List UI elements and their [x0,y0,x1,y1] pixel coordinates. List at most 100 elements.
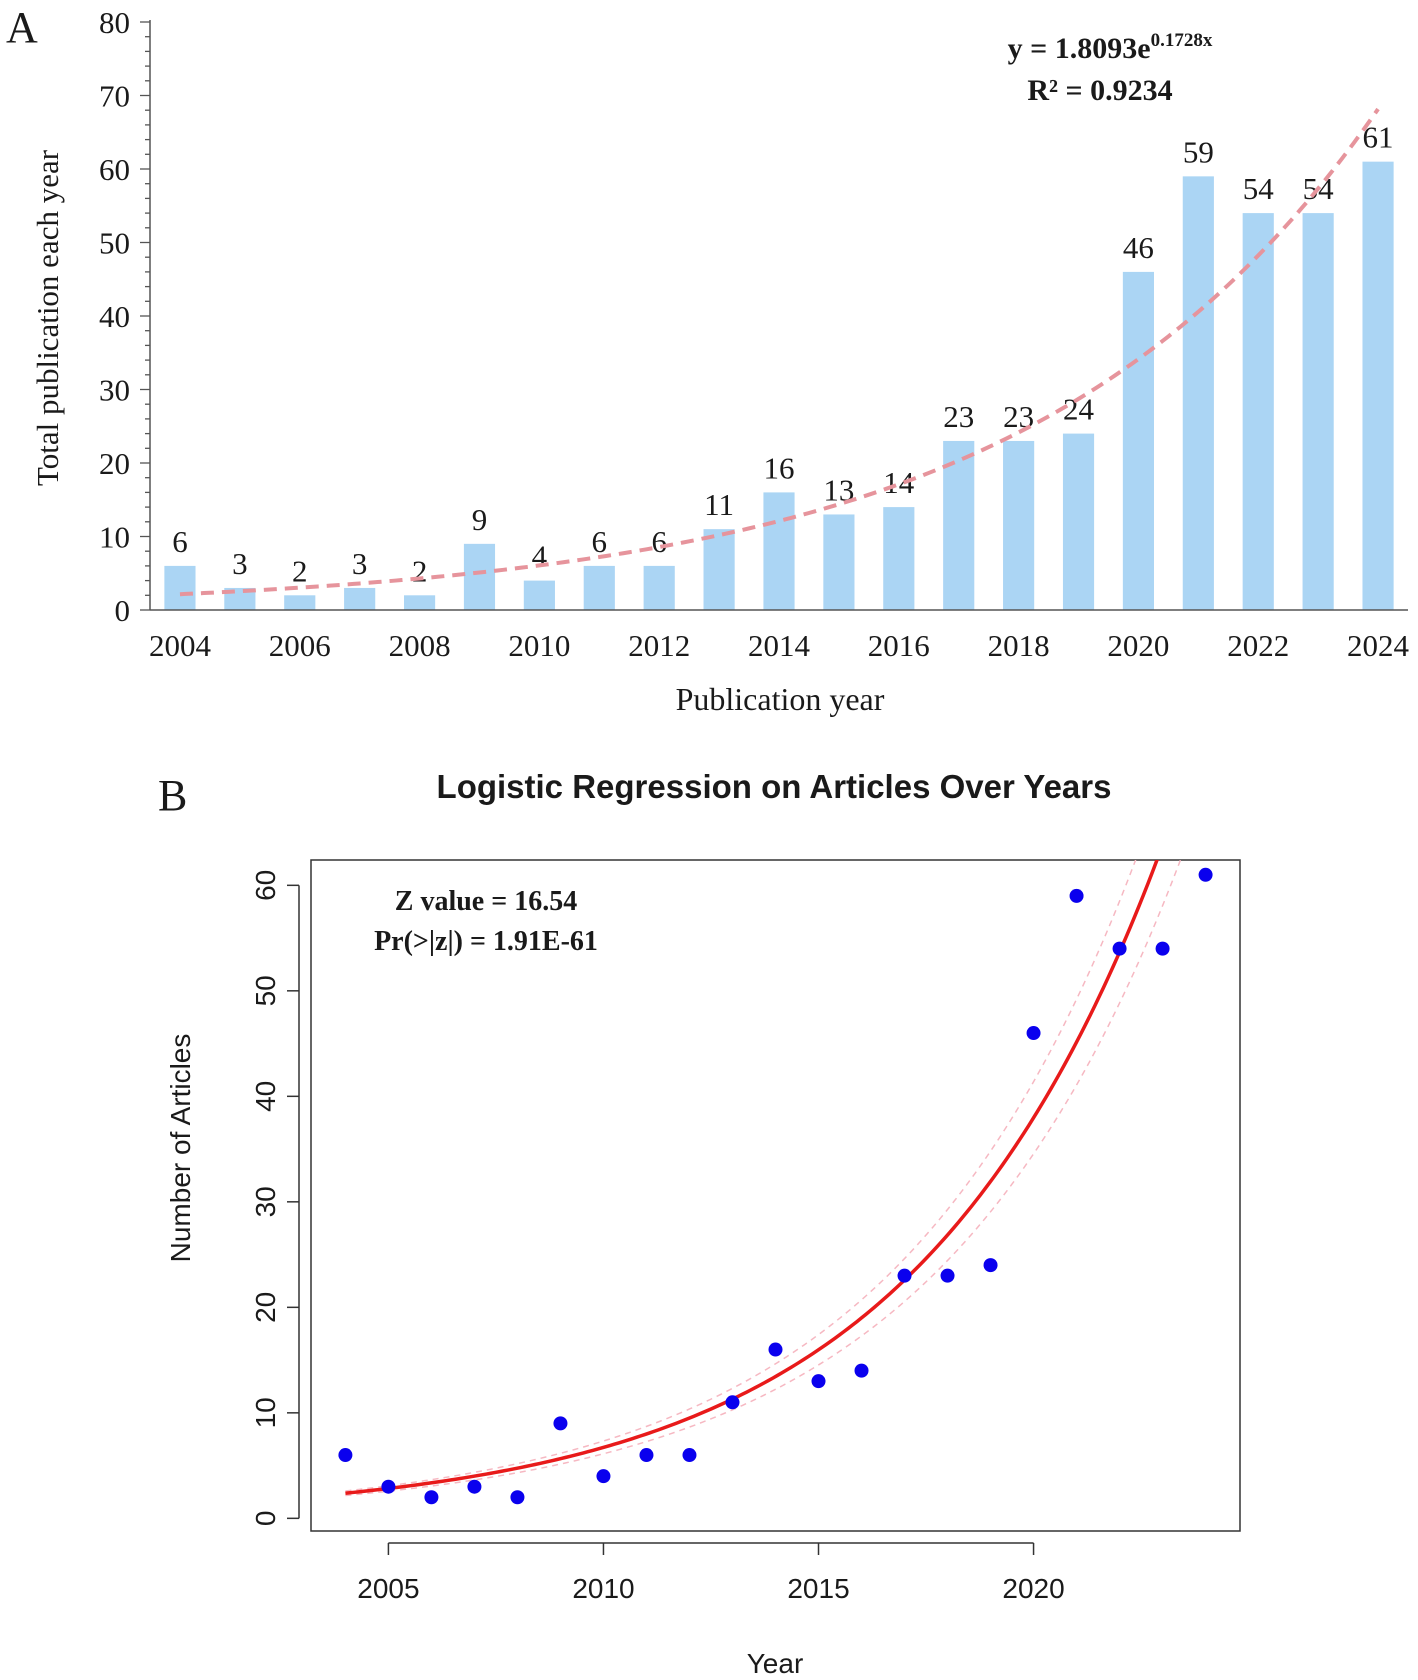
panel-b-y-axis-label: Number of Articles [165,1034,196,1263]
data-point-2017 [897,1268,912,1283]
bar-2020 [1122,271,1155,610]
panel-a-r-squared: R² = 0.9234 [1027,74,1172,107]
bar-2006 [284,595,316,610]
y-tick-label-0: 0 [115,593,131,628]
panel-b-label: B [158,771,187,820]
panel-b-title: Logistic Regression on Articles Over Yea… [437,768,1112,805]
data-label-2017: 23 [943,399,974,434]
bar-2023 [1302,213,1334,610]
y-tick-label-10: 10 [250,1397,281,1428]
p-value-annotation: Pr(>|z|) = 1.91E-61 [374,926,598,957]
bar-2011 [583,565,615,610]
data-label-2009: 9 [472,502,488,537]
y-tick-label-80: 80 [99,5,130,40]
y-tick-label-20: 20 [99,446,130,481]
data-point-2006 [424,1490,439,1505]
trend-equation-base: y = 1.8093e [1008,32,1151,65]
data-point-2013 [725,1395,740,1410]
bar-2014 [763,492,795,610]
panel-a-bar-chart: A Total publication each year Publicatio… [6,3,1410,717]
data-label-2013: 11 [704,487,734,522]
exponential-trendline [179,107,1380,597]
data-point-2009 [553,1416,568,1431]
bar-2021 [1182,176,1214,610]
data-label-2006: 2 [292,553,308,588]
panel-b-axes: 2005 2010 2015 2020 0 10 20 30 40 50 60 [250,870,1065,1604]
y-tick-label-60: 60 [250,870,281,901]
data-label-2022: 54 [1243,171,1275,206]
y-tick-label-10: 10 [99,520,130,555]
y-tick-label-50: 50 [250,975,281,1006]
data-label-2016: 14 [883,465,915,500]
data-point-2014 [768,1342,783,1357]
x-tick-label-2022: 2022 [1227,628,1289,663]
data-point-2021 [1069,888,1084,903]
x-tick-label-2010: 2010 [572,1573,634,1604]
data-label-2012: 6 [651,524,667,559]
data-label-2014: 16 [764,450,795,485]
data-point-2005 [381,1479,396,1494]
x-tick-label-2020: 2020 [1002,1573,1064,1604]
y-tick-label-30: 30 [99,373,130,408]
y-tick-label-60: 60 [99,152,130,187]
bar-2007 [344,587,376,610]
y-tick-label-20: 20 [250,1292,281,1323]
plot-frame [310,859,1241,1532]
bar-2022 [1242,213,1274,610]
data-label-2020: 46 [1123,230,1154,265]
trend-equation-exponent: 0.1728x [1151,30,1213,51]
panel-a-axes: 0 10 20 30 40 50 60 70 80 2004 2006 2008 2010 2012 201… [99,5,1410,663]
data-point-2022 [1112,941,1127,956]
confidence-upper-curve [345,860,1137,1492]
data-point-2024 [1198,867,1213,882]
data-point-2015 [811,1374,826,1389]
data-label-2011: 6 [592,524,608,559]
data-point-2012 [682,1448,697,1463]
bar-2017 [943,440,975,610]
x-tick-label-2004: 2004 [149,628,212,663]
y-tick-label-30: 30 [250,1186,281,1217]
bar-2009 [463,543,496,610]
data-point-2019 [983,1258,998,1273]
data-label-2008: 2 [412,553,428,588]
bar-2013 [703,529,735,610]
y-tick-label-0: 0 [250,1511,281,1527]
panel-a-trend-equation: y = 1.8093e0.1728x [1008,30,1213,65]
bar-2015 [823,514,855,610]
panel-b-scatter-chart: B Logistic Regression on Articles Over Y… [158,768,1241,1679]
z-value-annotation: Z value = 16.54 [395,886,577,917]
data-point-2007 [467,1479,482,1494]
bar-2016 [883,507,915,610]
confidence-lower-curve [345,860,1182,1497]
data-point-2011 [639,1448,654,1463]
data-point-2023 [1155,941,1170,956]
data-label-2021: 59 [1183,134,1214,169]
bar-2019 [1062,433,1095,610]
panel-a-y-axis-label: Total publication each year [30,149,65,486]
bar-series [164,161,1394,610]
y-tick-label-40: 40 [250,1081,281,1112]
data-label-2004: 6 [172,524,188,559]
bar-2012 [643,565,675,610]
x-tick-label-2024: 2024 [1347,628,1410,663]
bar-2008 [403,595,436,610]
panel-a-x-axis-label: Publication year [676,681,885,717]
bar-2018 [1003,440,1035,610]
fit-curves [345,860,1182,1497]
data-point-2018 [940,1268,955,1283]
x-tick-label-2012: 2012 [628,628,690,663]
y-tick-label-40: 40 [99,299,130,334]
data-point-2010 [596,1469,611,1484]
fitted-regression-curve [345,860,1159,1495]
x-tick-label-2010: 2010 [508,628,570,663]
data-point-2004 [338,1448,353,1463]
x-tick-label-2018: 2018 [988,628,1050,663]
bar-2010 [523,580,555,610]
x-tick-label-2016: 2016 [868,628,930,663]
y-tick-label-70: 70 [99,79,130,114]
data-label-2005: 3 [232,546,248,581]
data-point-2016 [854,1363,869,1378]
panel-a-label: A [6,3,38,52]
x-tick-label-2014: 2014 [748,628,811,663]
